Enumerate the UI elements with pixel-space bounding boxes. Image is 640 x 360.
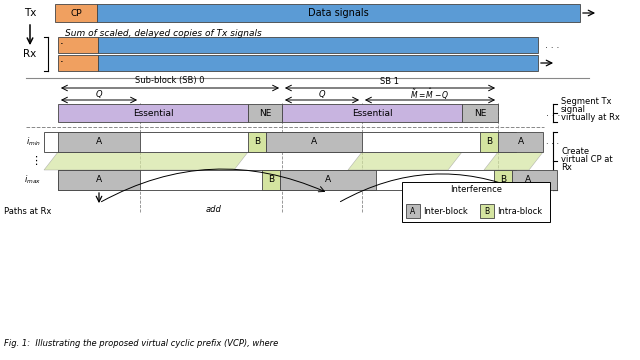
- Text: Tx: Tx: [24, 8, 36, 18]
- Text: Rx: Rx: [24, 49, 36, 59]
- Text: A: A: [524, 175, 531, 184]
- Text: ⋮: ⋮: [30, 156, 41, 166]
- Bar: [97, 4, 580, 22]
- Bar: [406, 204, 420, 218]
- Bar: [402, 182, 550, 222]
- Text: Intra-block: Intra-block: [497, 207, 542, 216]
- Text: $\tilde{M}=\hat{M}-Q$: $\tilde{M}=\hat{M}-Q$: [410, 86, 450, 102]
- Bar: [282, 104, 462, 122]
- Text: Paths at Rx: Paths at Rx: [4, 207, 51, 216]
- Text: . . .: . . .: [547, 138, 559, 147]
- Bar: [462, 104, 498, 122]
- Bar: [262, 170, 280, 190]
- Text: $i_{max}$: $i_{max}$: [24, 174, 41, 186]
- Bar: [280, 170, 376, 190]
- Bar: [266, 132, 362, 152]
- Polygon shape: [484, 152, 543, 170]
- Bar: [480, 204, 494, 218]
- Text: NE: NE: [259, 108, 271, 117]
- Text: Essential: Essential: [352, 108, 392, 117]
- Text: A: A: [325, 175, 331, 184]
- Text: ·: ·: [60, 57, 64, 69]
- Bar: [248, 104, 282, 122]
- Text: signal: signal: [561, 104, 586, 113]
- Polygon shape: [348, 152, 462, 170]
- Bar: [494, 170, 512, 190]
- Polygon shape: [44, 152, 248, 170]
- Bar: [480, 132, 498, 152]
- Text: Interference: Interference: [450, 184, 502, 194]
- Text: virtually at Rx: virtually at Rx: [561, 112, 620, 122]
- Text: Create: Create: [561, 147, 589, 156]
- Text: . . .: . . .: [546, 108, 560, 117]
- Text: B: B: [486, 138, 492, 147]
- Text: A: A: [517, 138, 524, 147]
- Bar: [248, 132, 266, 152]
- Text: A: A: [96, 138, 102, 147]
- Text: Inter-block: Inter-block: [423, 207, 468, 216]
- Text: ·: ·: [60, 39, 64, 51]
- Text: A: A: [311, 138, 317, 147]
- Bar: [98, 55, 538, 71]
- Text: virtual CP at: virtual CP at: [561, 154, 612, 163]
- Text: Data signals: Data signals: [308, 8, 369, 18]
- Bar: [58, 55, 98, 71]
- Bar: [58, 104, 248, 122]
- Text: NE: NE: [474, 108, 486, 117]
- Bar: [98, 37, 538, 53]
- Text: Rx: Rx: [561, 162, 572, 171]
- Text: SB 1: SB 1: [381, 77, 399, 85]
- Text: . . .: . . .: [545, 40, 559, 49]
- Text: Segment Tx: Segment Tx: [561, 96, 611, 105]
- Bar: [512, 170, 557, 190]
- Text: B: B: [500, 175, 506, 184]
- Bar: [498, 132, 543, 152]
- Text: B: B: [484, 207, 490, 216]
- Text: B: B: [254, 138, 260, 147]
- Text: CP: CP: [70, 9, 82, 18]
- Text: add: add: [205, 206, 221, 215]
- Text: Sub-block (SB) 0: Sub-block (SB) 0: [135, 77, 205, 85]
- Text: $Q$: $Q$: [95, 88, 103, 100]
- Text: $Q$: $Q$: [318, 88, 326, 100]
- Bar: [58, 170, 140, 190]
- Bar: [55, 4, 97, 22]
- Text: A: A: [410, 207, 415, 216]
- Text: B: B: [268, 175, 274, 184]
- Text: $i_{min}$: $i_{min}$: [26, 136, 41, 148]
- Text: Sum of scaled, delayed copies of Tx signals: Sum of scaled, delayed copies of Tx sign…: [65, 30, 262, 39]
- Text: Essential: Essential: [132, 108, 173, 117]
- Bar: [44, 132, 516, 152]
- Text: A: A: [96, 175, 102, 184]
- Bar: [58, 37, 98, 53]
- Bar: [58, 132, 140, 152]
- Bar: [58, 170, 516, 190]
- Text: Fig. 1:  Illustrating the proposed virtual cyclic prefix (VCP), where: Fig. 1: Illustrating the proposed virtua…: [4, 339, 278, 348]
